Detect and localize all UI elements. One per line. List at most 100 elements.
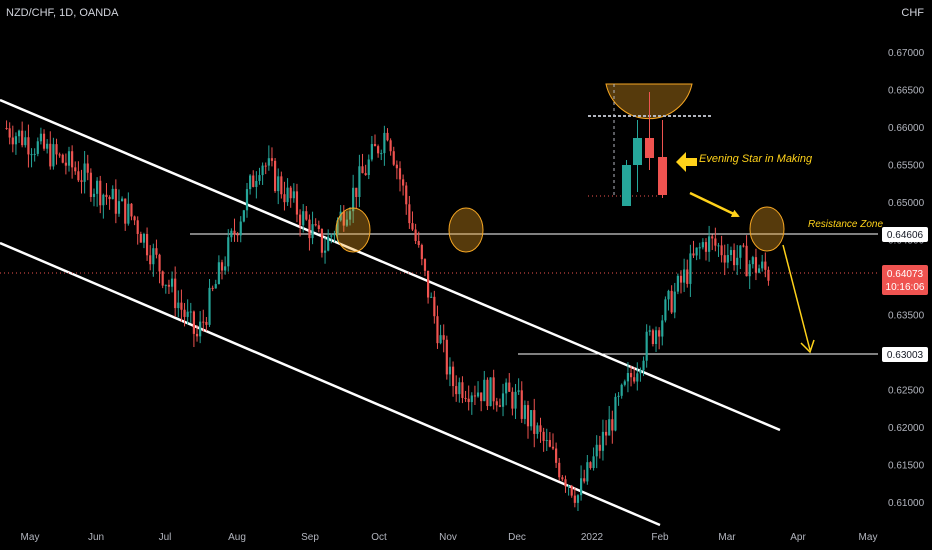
candle-body [11, 137, 14, 145]
candle-body [451, 366, 455, 387]
candle-body [645, 331, 648, 361]
candle-body [736, 257, 739, 266]
candle-body [314, 224, 317, 226]
pattern-pointer-arrow [689, 191, 740, 218]
candle-body [551, 446, 555, 449]
candle-body [211, 287, 214, 289]
candle-body [80, 180, 83, 182]
candle-body [576, 495, 580, 503]
candle-body [548, 440, 551, 447]
candle-body [267, 158, 270, 166]
candle-body [511, 391, 514, 409]
candle-body [383, 132, 386, 154]
candle-body [348, 211, 352, 220]
candle-body [83, 163, 86, 182]
candle-body [423, 259, 427, 271]
candle-body [27, 137, 30, 155]
candle-body [342, 211, 345, 226]
candle-body [305, 211, 308, 220]
highlight-circle [335, 207, 371, 253]
candle-body [398, 168, 402, 180]
candle-body [258, 175, 261, 181]
candle-body [361, 166, 364, 174]
candle-body [611, 419, 614, 431]
candle-body [370, 144, 373, 160]
channel-upper-line[interactable] [0, 98, 781, 432]
candle-body [676, 275, 679, 292]
candle-body [61, 154, 64, 163]
candle-body [8, 128, 11, 138]
candle-body [558, 462, 561, 478]
candle-body [117, 201, 121, 214]
candle-body [726, 255, 729, 263]
price-tick-label: 0.66500 [888, 86, 925, 97]
candle-body [745, 245, 748, 277]
candle-body [639, 370, 642, 374]
candle-body [642, 360, 645, 371]
candle-body [189, 311, 192, 313]
candle-body [192, 311, 196, 334]
candle-body [486, 379, 489, 407]
candle-body [754, 257, 758, 273]
candle-body [704, 242, 708, 252]
candle-body [458, 382, 461, 395]
candle-body [277, 176, 280, 192]
currency-label: CHF [901, 7, 924, 19]
candle-body [286, 187, 289, 203]
candle-body [695, 247, 698, 256]
candles [5, 120, 770, 512]
candle-body [245, 189, 249, 211]
candle-body [567, 485, 570, 487]
candle-body [717, 245, 720, 247]
candle-body [55, 144, 58, 155]
candle-body [33, 153, 36, 155]
candle-body [739, 245, 742, 258]
candle-body [333, 234, 336, 236]
candle-body [186, 311, 189, 317]
candle-body [445, 339, 448, 375]
candle-body [608, 419, 611, 436]
candle-body [170, 278, 174, 287]
candle-body [373, 144, 377, 147]
candle-body [661, 320, 664, 337]
candle-body [289, 187, 292, 199]
candle-body [345, 219, 349, 226]
candle-body [52, 144, 55, 167]
candle-body [483, 379, 486, 402]
candle-body [402, 179, 405, 186]
candle-body [249, 175, 252, 190]
candle-body [564, 479, 567, 487]
candle-body [542, 431, 545, 441]
candle-body [411, 223, 414, 230]
candle-body [71, 151, 74, 168]
candle-body [89, 172, 92, 197]
time-tick-label: May [21, 532, 40, 543]
candle-body [273, 160, 277, 192]
candle-body [467, 398, 470, 403]
price-tick-label: 0.61500 [888, 461, 925, 472]
candle-body [464, 397, 467, 399]
chart-title: NZD/CHF, 1D, OANDA [6, 7, 119, 19]
candle-body [408, 204, 411, 224]
candle-body [5, 128, 8, 129]
candle-body [761, 261, 764, 269]
candle-body [352, 187, 355, 212]
candle-body [629, 373, 633, 378]
candle-body [242, 210, 245, 222]
channel-lower-line[interactable] [0, 241, 661, 527]
candle-body [433, 296, 436, 317]
candle-body [570, 485, 573, 496]
candle-body [49, 143, 52, 167]
time-tick-label: 2022 [581, 532, 604, 543]
support-price-badge [882, 347, 928, 362]
candle-body [130, 203, 133, 217]
candle-body [114, 188, 117, 214]
highlight-circle [749, 206, 785, 252]
candle-body [664, 299, 667, 321]
candle-body [658, 330, 661, 337]
candle-body [180, 302, 183, 310]
projection-arrow [782, 244, 811, 351]
candle-body [651, 330, 655, 345]
candle-body [298, 214, 302, 226]
